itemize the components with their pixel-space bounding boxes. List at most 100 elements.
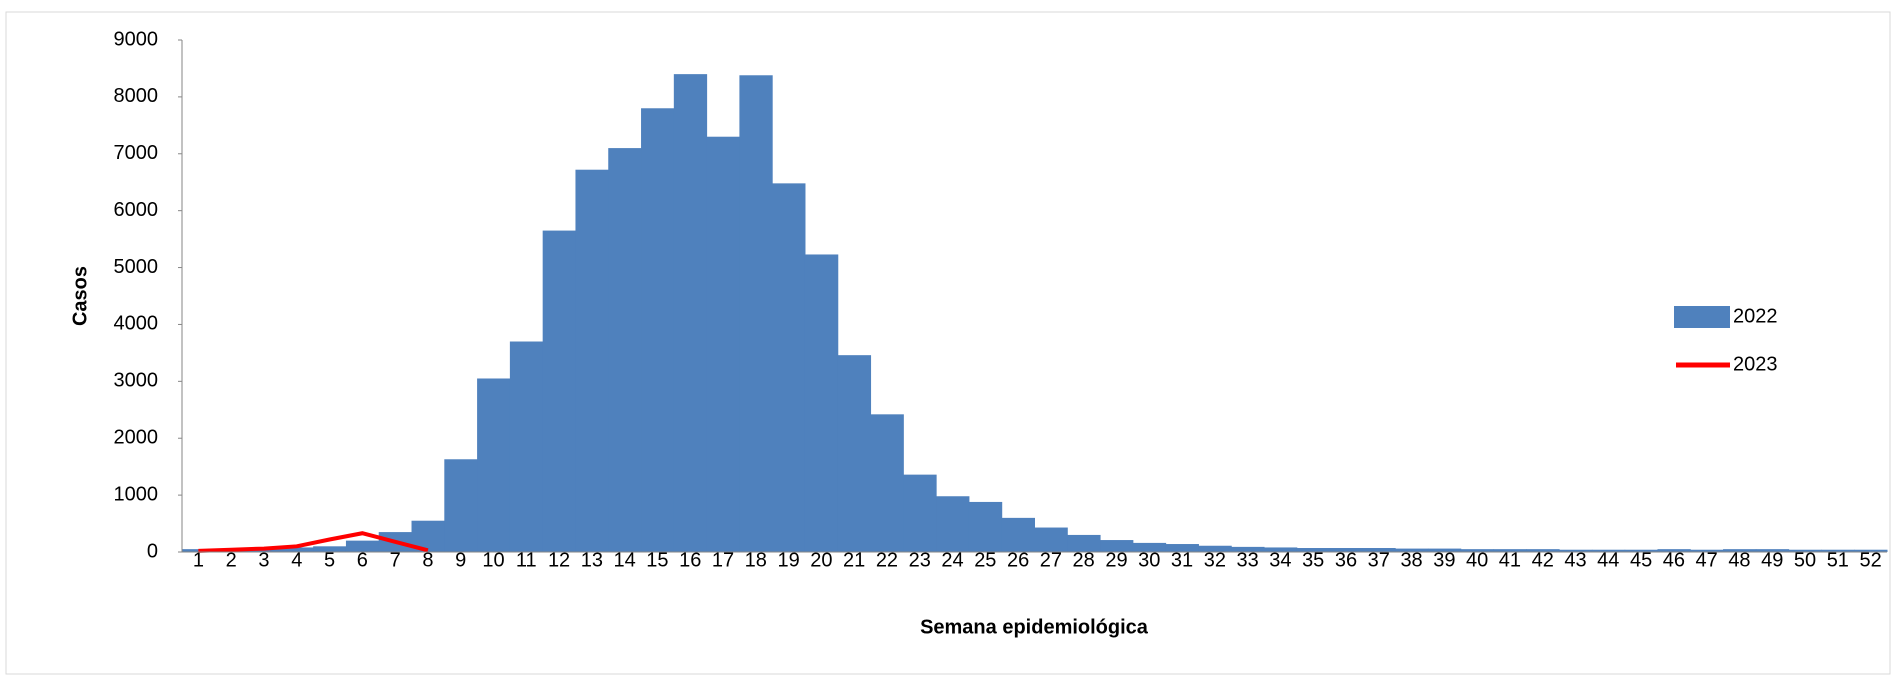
- bar: [1624, 549, 1658, 552]
- y-tick-label: 5000: [114, 256, 159, 278]
- x-tick-label: 10: [482, 549, 504, 571]
- x-tick-label: 18: [745, 549, 767, 571]
- bar: [444, 459, 478, 552]
- bar: [1854, 549, 1888, 552]
- x-tick-label: 33: [1237, 549, 1259, 571]
- x-tick-label: 28: [1073, 549, 1095, 571]
- x-tick-label: 44: [1597, 549, 1619, 571]
- x-tick-label: 20: [810, 549, 832, 571]
- x-tick-label: 41: [1499, 549, 1521, 571]
- x-tick-label: 23: [909, 549, 931, 571]
- x-tick-label: 39: [1433, 549, 1455, 571]
- line: [198, 531, 429, 553]
- y-tick-label: 7000: [114, 142, 159, 164]
- x-tick-label: 50: [1794, 549, 1816, 571]
- x-tick-label: 11: [516, 549, 537, 571]
- bar: [509, 341, 544, 552]
- bar: [1165, 544, 1199, 552]
- x-tick-label: 47: [1696, 549, 1718, 571]
- y-tick-label: 8000: [114, 85, 159, 107]
- x-axis-title: Semana epidemiológica: [920, 616, 1149, 638]
- x-tick-label: 45: [1630, 549, 1652, 571]
- y-tick-label: 6000: [114, 199, 159, 221]
- x-tick-label: 24: [941, 549, 963, 571]
- bar: [1329, 548, 1363, 552]
- x-tick-label: 15: [646, 549, 668, 571]
- x-tick-label: 51: [1827, 549, 1849, 571]
- bar: [1362, 548, 1396, 552]
- x-tick-label: 34: [1269, 549, 1291, 571]
- bar: [739, 75, 773, 552]
- x-tick-label: 30: [1138, 549, 1160, 571]
- bar: [870, 414, 904, 552]
- x-tick-label: 8: [422, 549, 433, 571]
- bar: [608, 148, 642, 553]
- x-tick-label: 46: [1663, 549, 1685, 571]
- bar: [1100, 540, 1134, 552]
- bar: [804, 254, 839, 552]
- x-tick-label: 29: [1105, 549, 1127, 571]
- x-tick-label: 27: [1040, 549, 1062, 571]
- bar: [1755, 549, 1790, 552]
- y-tick-label: 9000: [114, 28, 159, 50]
- x-tick-label: 16: [679, 549, 701, 571]
- x-tick-label: 22: [876, 549, 898, 571]
- x-tick-label: 21: [843, 549, 865, 571]
- x-tick-label: 48: [1728, 549, 1750, 571]
- bar: [1559, 549, 1593, 552]
- x-tick-label: 4: [291, 549, 302, 571]
- x-tick-label: 31: [1171, 549, 1193, 571]
- legend-swatch: [1674, 306, 1730, 328]
- x-tick-label: 25: [974, 549, 996, 571]
- x-tick-label: 19: [777, 549, 799, 571]
- bar: [903, 474, 937, 552]
- bar: [673, 74, 708, 552]
- bar: [1296, 548, 1331, 552]
- bar: [575, 169, 609, 552]
- bar: [936, 496, 970, 552]
- x-tick-label: 2: [226, 549, 237, 571]
- x-tick-label: 52: [1859, 549, 1881, 571]
- bar: [1034, 527, 1068, 552]
- bar: [1132, 542, 1167, 552]
- bar: [477, 378, 511, 552]
- x-tick-label: 12: [548, 549, 570, 571]
- bar: [706, 136, 740, 552]
- x-tick-label: 43: [1564, 549, 1586, 571]
- bar: [837, 355, 872, 552]
- bar: [1526, 549, 1560, 552]
- x-tick-label: 32: [1204, 549, 1226, 571]
- x-tick-label: 42: [1532, 549, 1554, 571]
- legend-label: 2023: [1733, 353, 1778, 375]
- bar: [1067, 534, 1101, 552]
- bar: [772, 183, 806, 553]
- bar: [1821, 549, 1855, 552]
- bar: [1690, 549, 1724, 552]
- bar: [542, 230, 576, 553]
- x-tick-label: 17: [712, 549, 734, 571]
- y-tick-label: 3000: [114, 370, 159, 392]
- bar: [1264, 547, 1298, 552]
- legend-label: 2022: [1733, 305, 1778, 327]
- bar: [968, 501, 1003, 552]
- bar: [1231, 546, 1265, 552]
- x-tick-label: 36: [1335, 549, 1357, 571]
- bar: [641, 108, 675, 553]
- bar: [313, 546, 347, 552]
- x-tick-label: 13: [581, 549, 603, 571]
- x-tick-label: 7: [390, 549, 401, 571]
- bar: [1395, 548, 1429, 552]
- bar: [1001, 517, 1035, 552]
- bar: [1788, 549, 1822, 552]
- x-tick-label: 5: [324, 549, 335, 571]
- y-tick-label: 2000: [114, 427, 159, 449]
- x-tick-label: 49: [1761, 549, 1783, 571]
- x-tick-label: 37: [1368, 549, 1390, 571]
- x-tick-label: 35: [1302, 549, 1324, 571]
- x-tick-label: 3: [258, 549, 269, 571]
- bar: [345, 540, 380, 552]
- x-tick-label: 9: [455, 549, 466, 571]
- x-tick-label: 6: [357, 549, 368, 571]
- x-tick-label: 26: [1007, 549, 1029, 571]
